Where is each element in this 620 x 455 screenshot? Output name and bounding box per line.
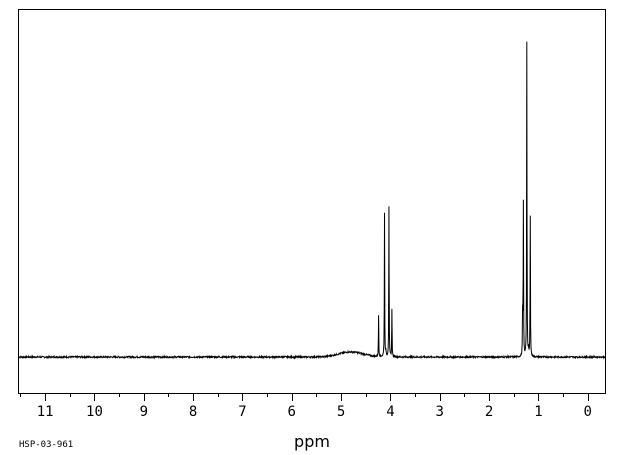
spectrum-trace (17, 41, 606, 360)
tick-label: 5 (337, 404, 345, 420)
x-axis-tick-labels: 11 10 9 8 7 6 5 4 3 2 1 0 (37, 404, 592, 420)
tick-label: 2 (485, 404, 493, 420)
x-axis-ticks (20, 393, 589, 401)
tick-label: 6 (288, 404, 296, 420)
tick-label: 7 (238, 404, 246, 420)
sample-id-label: HSP-03-961 (19, 440, 73, 450)
tick-label: 9 (140, 404, 148, 420)
tick-label: 1 (534, 404, 542, 420)
tick-label: 3 (436, 404, 444, 420)
x-axis-title: ppm (294, 432, 330, 451)
plot-frame (18, 9, 606, 394)
tick-label: 0 (584, 404, 592, 420)
tick-label: 4 (386, 404, 394, 420)
tick-label: 8 (189, 404, 197, 420)
tick-label: 11 (37, 404, 54, 420)
tick-label: 10 (86, 404, 103, 420)
